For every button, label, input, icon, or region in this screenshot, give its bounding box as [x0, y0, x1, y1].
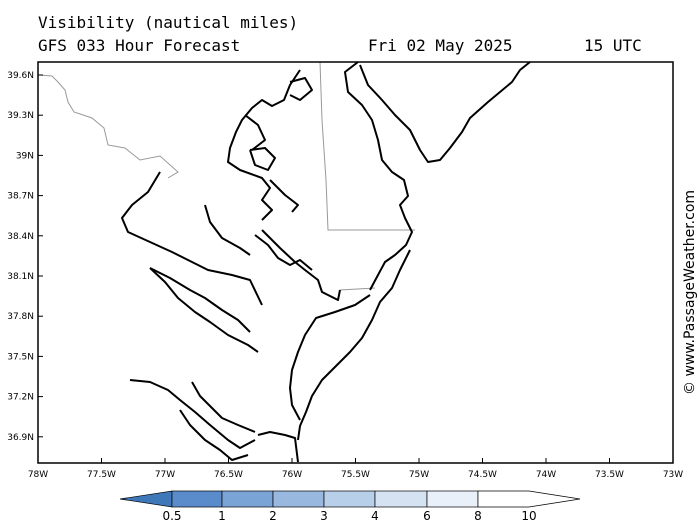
lat-label: 39.3N [7, 111, 34, 121]
lat-label: 39.6N [7, 71, 34, 81]
legend-label: 10 [521, 509, 536, 523]
choptank-creeks [254, 234, 313, 271]
legend-segment [374, 490, 428, 508]
longitude-axis: 78W 77.5W 77W 76.5W 76W 75.5W 75W 74.5W 74W 73.5W… [28, 458, 683, 480]
nj-coast [359, 61, 531, 163]
patuxent-river [204, 204, 251, 256]
lon-label: 75.5W [341, 470, 370, 480]
lat-label: 38.4N [7, 232, 34, 242]
chesapeake-mouth [257, 431, 299, 463]
severn-inlet [269, 179, 299, 213]
chesapeake-upper [227, 69, 301, 221]
watermark-text: © www.PassageWeather.com [682, 190, 698, 395]
chart-title: Visibility (nautical miles) [38, 13, 299, 32]
legend-label: 8 [474, 509, 482, 523]
upper-bay-inlets [244, 114, 266, 151]
legend-label: 2 [269, 509, 277, 523]
susquehanna-flats [289, 77, 313, 101]
forecast-subtitle: GFS 033 Hour Forecast [38, 36, 241, 55]
lon-label: 73W [663, 470, 683, 480]
lon-label: 74W [536, 470, 556, 480]
delmarva-bay-side [289, 294, 371, 421]
forecast-date: Fri 02 May 2025 [368, 36, 513, 55]
legend-segment [171, 490, 223, 508]
york-river [191, 381, 256, 433]
baltimore-harbor [249, 147, 276, 171]
lat-label: 38.1N [7, 272, 34, 282]
legend-segment [119, 490, 173, 508]
lat-label: 37.8N [7, 312, 34, 322]
rappahannock [149, 267, 259, 353]
potomac-south [149, 267, 251, 333]
potomac-river [121, 171, 263, 306]
lat-label: 38.7N [7, 192, 34, 202]
legend-labels: 0.5 1 2 3 4 6 8 10 [162, 509, 536, 523]
lon-label: 75W [409, 470, 429, 480]
pa-md-va-border [38, 74, 179, 179]
md-va-eastern-shore-border [339, 287, 376, 291]
elizabeth-river [179, 409, 249, 461]
visibility-legend: 0.5 1 2 3 4 6 8 10 [119, 490, 581, 523]
lat-label: 36.9N [7, 433, 34, 443]
delmarva-east-coast [297, 249, 411, 441]
md-de-border [319, 61, 415, 231]
patuxent-area [261, 229, 341, 301]
legend-label: 1 [218, 509, 226, 523]
lon-label: 76.5W [214, 470, 243, 480]
legend-colorbar [119, 490, 581, 508]
lon-label: 77W [155, 470, 175, 480]
lon-label: 73.5W [595, 470, 624, 480]
legend-segment [477, 490, 581, 508]
legend-label: 4 [371, 509, 379, 523]
lat-label: 39N [16, 151, 34, 161]
state-borders [38, 61, 415, 291]
map-frame [37, 61, 674, 464]
watermark: © www.PassageWeather.com [682, 190, 698, 395]
legend-segment [272, 490, 325, 508]
legend-segment [426, 490, 479, 508]
james-river [129, 379, 256, 449]
lat-label: 37.5N [7, 352, 34, 362]
forecast-time: 15 UTC [584, 36, 642, 55]
lat-label: 37.2N [7, 393, 34, 403]
lon-label: 78W [28, 470, 48, 480]
lon-label: 74.5W [468, 470, 497, 480]
lon-label: 77.5W [87, 470, 116, 480]
legend-label: 6 [423, 509, 431, 523]
lon-label: 76W [282, 470, 302, 480]
legend-label: 0.5 [162, 509, 181, 523]
latitude-axis: 39.6N 39.3N 39N 38.7N 38.4N 38.1N 37.8N 37.5N 37… [7, 71, 43, 443]
legend-segment [221, 490, 274, 508]
delaware-bay-west-shore [344, 61, 413, 291]
coastlines [121, 61, 531, 463]
legend-label: 3 [320, 509, 328, 523]
legend-segment [323, 490, 376, 508]
